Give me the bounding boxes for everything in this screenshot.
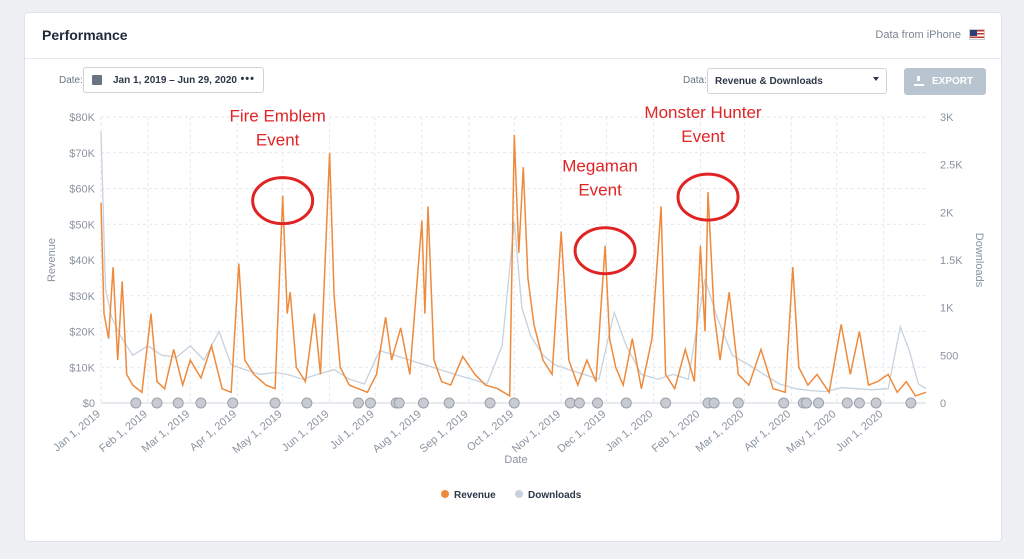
y-right-tick-label: 1.5K [940,255,963,267]
annotation-circle [251,176,315,226]
y-right-tick-label: 500 [940,350,958,362]
y-left-tick-label: $40K [69,255,95,267]
more-options-icon[interactable]: ••• [240,73,255,85]
event-marker[interactable] [708,397,720,409]
legend-revenue-label[interactable]: Revenue [454,490,496,501]
event-marker[interactable] [484,397,496,409]
event-marker[interactable] [870,397,882,409]
performance-card: Performance Data from iPhone Date: Jan 1… [24,12,1002,542]
calendar-icon [92,75,102,85]
event-marker[interactable] [813,397,825,409]
date-label: Date: [59,75,83,86]
x-tick-label: Mar 1, 2020 [694,408,747,455]
y-left-tick-label: $20K [69,327,95,339]
data-select[interactable]: Revenue & Downloads [707,68,887,94]
card-header: Performance Data from iPhone [25,13,1001,59]
x-tick-label: Nov 1, 2019 [510,408,563,455]
event-marker[interactable] [301,397,313,409]
data-source-label: Data from iPhone [875,29,961,41]
event-marker[interactable] [841,397,853,409]
event-marker[interactable] [364,397,376,409]
event-marker[interactable] [227,397,239,409]
event-marker[interactable] [151,397,163,409]
legend-downloads-label[interactable]: Downloads [528,490,582,501]
event-marker[interactable] [660,397,672,409]
event-marker[interactable] [800,397,812,409]
legend-downloads-dot [515,490,523,498]
annotation-label: Event [256,131,300,150]
event-marker[interactable] [620,397,632,409]
x-tick-label: May 1, 2020 [785,408,839,456]
annotation-label: Event [578,181,622,200]
event-marker[interactable] [905,397,917,409]
annotation-label: Monster Hunter [644,103,761,122]
annotation-label: Fire Emblem [229,107,325,126]
event-marker[interactable] [172,397,184,409]
us-flag-icon[interactable] [969,29,985,40]
annotation-label: Event [681,127,725,146]
y-left-axis-title: Revenue [46,238,58,282]
event-marker[interactable] [778,397,790,409]
x-tick-label: Jun 1, 2020 [834,408,886,454]
y-right-tick-label: 3K [940,112,954,124]
x-tick-label: Dec 1, 2019 [555,408,608,455]
x-tick-label: Jun 1, 2019 [280,408,332,454]
data-label: Data: [683,75,707,86]
page-title: Performance [42,27,128,43]
event-marker[interactable] [195,397,207,409]
y-left-tick-label: $80K [69,112,95,124]
x-tick-label: Sep 1, 2019 [418,408,471,455]
x-tick-label: Jul 1, 2019 [328,408,377,452]
x-tick-label: Oct 1, 2019 [465,408,516,454]
legend-revenue-dot [441,490,449,498]
x-tick-label: May 1, 2019 [230,408,284,456]
y-left-tick-label: $0 [83,398,95,410]
revenue-series-line [100,134,927,398]
annotation-circle [676,172,740,222]
event-marker[interactable] [130,397,142,409]
data-select-value: Revenue & Downloads [715,76,823,87]
y-left-tick-label: $10K [69,362,95,374]
event-marker[interactable] [508,397,520,409]
downloads-series-line [100,131,927,393]
event-marker[interactable] [573,397,585,409]
y-right-tick-label: 0 [940,398,946,410]
x-tick-label: Aug 1, 2019 [371,408,424,455]
download-icon [914,76,924,86]
date-range-picker[interactable]: Jan 1, 2019 – Jun 29, 2020 ••• [83,67,264,93]
y-left-tick-label: $50K [69,219,95,231]
event-marker[interactable] [393,397,405,409]
date-range-value: Jan 1, 2019 – Jun 29, 2020 [113,75,237,86]
y-right-tick-label: 2.5K [940,160,963,172]
export-button[interactable]: EXPORT [904,68,986,95]
x-tick-label: Jan 1, 2020 [604,408,656,454]
event-marker[interactable] [443,397,455,409]
event-marker[interactable] [732,397,744,409]
event-marker[interactable] [269,397,281,409]
y-left-tick-label: $30K [69,291,95,303]
event-marker[interactable] [417,397,429,409]
event-marker[interactable] [352,397,364,409]
annotation-circle [573,226,637,276]
export-label: EXPORT [932,76,974,87]
event-marker[interactable] [853,397,865,409]
y-right-axis-title: Downloads [973,233,985,288]
y-right-tick-label: 2K [940,207,954,219]
y-right-tick-label: 1K [940,303,954,315]
y-left-tick-label: $70K [69,148,95,160]
annotation-label: Megaman [562,157,638,176]
y-left-tick-label: $60K [69,184,95,196]
x-tick-label: Jan 1, 2019 [51,408,103,454]
chevron-down-icon [873,77,879,81]
event-marker[interactable] [592,397,604,409]
event-marker[interactable] [564,397,576,409]
x-axis-title: Date [504,454,527,466]
